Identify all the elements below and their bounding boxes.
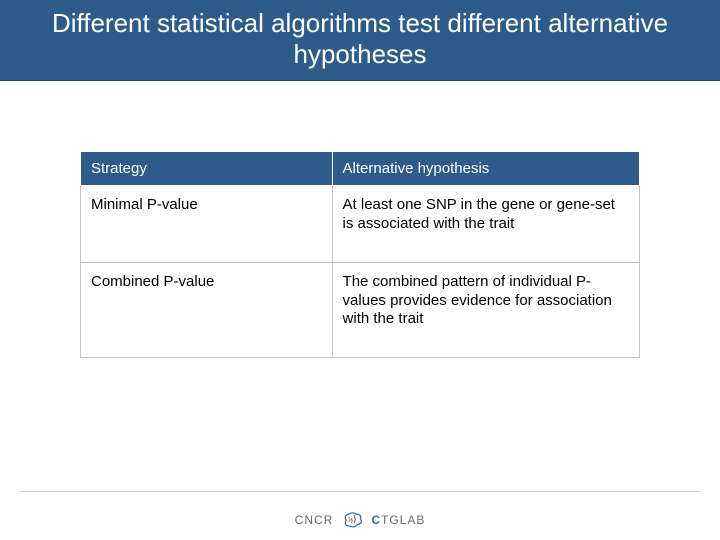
footer-text-cncr: CNCR — [295, 513, 334, 527]
cell-strategy: Combined P-value — [81, 262, 333, 357]
table-row: Combined P-value The combined pattern of… — [81, 262, 640, 357]
strategy-table: Strategy Alternative hypothesis Minimal … — [80, 151, 640, 358]
table-header-hypothesis: Alternative hypothesis — [332, 152, 639, 186]
slide-title: Different statistical algorithms test di… — [0, 0, 720, 81]
footer-divider — [20, 491, 700, 492]
table-row: Minimal P-value At least one SNP in the … — [81, 186, 640, 263]
cell-hypothesis: At least one SNP in the gene or gene-set… — [332, 186, 639, 263]
cell-strategy: Minimal P-value — [81, 186, 333, 263]
strategy-table-container: Strategy Alternative hypothesis Minimal … — [80, 151, 640, 358]
ctg-accent: C — [371, 513, 381, 527]
footer-logo: CNCR CTGLAB — [295, 510, 426, 530]
footer-text-ctglab: CTGLAB — [371, 513, 425, 527]
table-header-strategy: Strategy — [81, 152, 333, 186]
ctg-rest: TGLAB — [381, 513, 425, 527]
cell-hypothesis: The combined pattern of individual P-val… — [332, 262, 639, 357]
brain-icon — [339, 510, 365, 530]
